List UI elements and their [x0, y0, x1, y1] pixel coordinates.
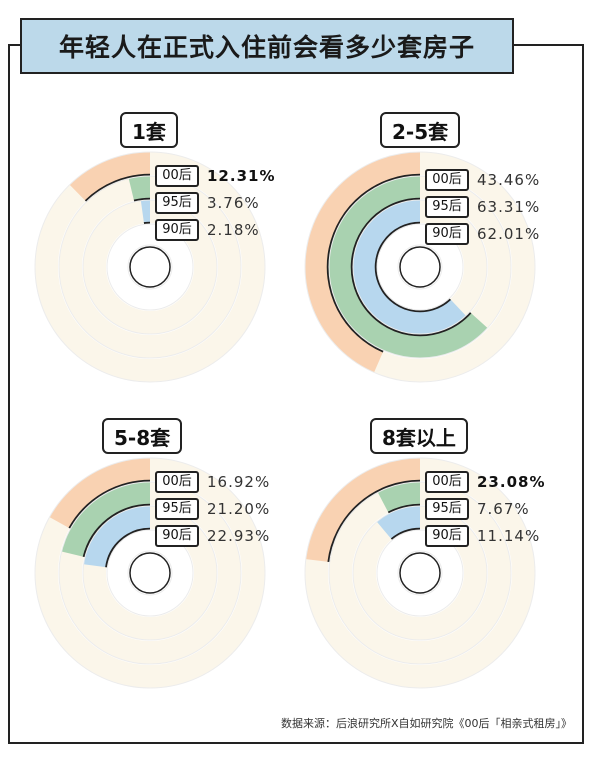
ring-line — [352, 505, 488, 641]
bar-edge — [390, 527, 421, 541]
legend-row: 95后 3.76% — [155, 189, 275, 216]
legend: 00后 43.46% 95后 63.31% 90后 62.01% — [425, 166, 540, 247]
value-label: 23.08% — [477, 472, 546, 491]
value-label: 16.92% — [207, 472, 271, 491]
bar-edge — [105, 527, 151, 568]
center-circle — [399, 552, 441, 594]
ring-line — [106, 223, 194, 311]
series-tag: 95后 — [425, 497, 469, 520]
center-circle — [129, 246, 171, 288]
legend-row: 90后 2.18% — [155, 216, 275, 243]
legend-row: 90后 11.14% — [425, 522, 545, 549]
bar-edge — [68, 479, 151, 529]
legend-row: 90后 22.93% — [155, 522, 270, 549]
legend: 00后 16.92% 95后 21.20% 90后 22.93% — [155, 468, 270, 549]
value-label: 3.76% — [207, 193, 260, 212]
value-label: 22.93% — [207, 526, 271, 545]
panel-title: 5-8套 — [102, 418, 183, 454]
ring-line — [106, 529, 194, 617]
ring-line — [397, 244, 443, 290]
series-tag: 00后 — [155, 470, 199, 493]
legend: 00后 23.08% 95后 7.67% 90后 11.14% — [425, 468, 545, 549]
legend-row: 90后 62.01% — [425, 220, 540, 247]
legend: 00后 12.31% 95后 3.76% 90后 2.18% — [155, 162, 275, 243]
series-tag: 90后 — [155, 218, 199, 241]
bar-edge — [327, 479, 421, 563]
bar-edge — [82, 503, 151, 558]
value-label: 7.67% — [477, 499, 530, 518]
bar-edge — [326, 173, 421, 353]
series-tag: 90后 — [425, 222, 469, 245]
bar-90后 — [376, 506, 420, 540]
value-label: 62.01% — [477, 224, 541, 243]
series-tag: 00后 — [155, 164, 199, 187]
ring-line — [376, 529, 464, 617]
center-circle — [129, 552, 171, 594]
bar-90后 — [353, 200, 466, 334]
ring-line — [127, 244, 173, 290]
series-tag: 95后 — [425, 195, 469, 218]
ring-line — [34, 457, 266, 689]
legend-row: 95后 63.31% — [425, 193, 540, 220]
bar-edge — [350, 197, 472, 337]
ring-line — [58, 481, 242, 665]
chart-panel-1: 1套 00后 12.31% 95后 3.76% 90后 2.18% — [30, 112, 310, 402]
bar-edge — [387, 503, 421, 514]
bar-00后 — [49, 458, 150, 529]
legend-row: 00后 43.46% — [425, 166, 540, 193]
value-label: 63.31% — [477, 197, 541, 216]
ring-line — [82, 505, 218, 641]
bar-95后 — [61, 482, 150, 557]
legend-row: 95后 21.20% — [155, 495, 270, 522]
ring-line — [352, 199, 488, 335]
radial-chart-3 — [34, 457, 266, 689]
panel-title: 1套 — [120, 112, 178, 148]
bar-95后 — [128, 176, 150, 201]
panel-title: 8套以上 — [370, 418, 468, 454]
ring-line — [304, 151, 536, 383]
bar-edge — [374, 221, 451, 313]
value-label: 2.18% — [207, 220, 260, 239]
series-tag: 00后 — [425, 470, 469, 493]
source-note: 数据来源：后浪研究所X自如研究院《00后「相亲式租房」》 — [280, 717, 572, 730]
chart-panel-4: 8套以上 00后 23.08% 95后 7.67% 90后 11.14% — [300, 418, 580, 708]
ring-line — [58, 175, 242, 359]
ring-line — [127, 550, 173, 596]
bar-90后 — [83, 506, 150, 568]
radial-chart-4 — [304, 457, 536, 689]
legend-row: 00后 16.92% — [155, 468, 270, 495]
bar-00后 — [69, 152, 150, 202]
ring-line — [304, 457, 536, 689]
series-tag: 90后 — [155, 524, 199, 547]
series-tag: 95后 — [155, 191, 199, 214]
page-title: 年轻人在正式入住前会看多少套房子 — [20, 18, 514, 74]
bar-00后 — [305, 152, 420, 373]
bar-90后 — [140, 200, 150, 224]
legend-row: 00后 23.08% — [425, 468, 545, 495]
value-label: 21.20% — [207, 499, 271, 518]
radial-chart-1 — [34, 151, 266, 383]
panel-title: 2-5套 — [380, 112, 461, 148]
ring-line — [328, 175, 512, 359]
legend-row: 95后 7.67% — [425, 495, 545, 522]
radial-chart-2 — [304, 151, 536, 383]
series-tag: 95后 — [155, 497, 199, 520]
ring-line — [376, 223, 464, 311]
bar-edge — [84, 173, 151, 203]
series-tag: 90后 — [425, 524, 469, 547]
value-label: 12.31% — [207, 166, 276, 185]
bar-edge — [133, 197, 151, 203]
center-circle — [399, 246, 441, 288]
value-label: 11.14% — [477, 526, 541, 545]
ring-line — [397, 550, 443, 596]
chart-panel-2: 2-5套 00后 43.46% 95后 63.31% 90后 62.01% — [300, 112, 580, 402]
ring-line — [328, 481, 512, 665]
ring-line — [34, 151, 266, 383]
legend-row: 00后 12.31% — [155, 162, 275, 189]
series-tag: 00后 — [425, 168, 469, 191]
ring-line — [82, 199, 218, 335]
chart-panel-3: 5-8套 00后 16.92% 95后 21.20% 90后 22.93% — [30, 418, 310, 708]
value-label: 43.46% — [477, 170, 541, 189]
